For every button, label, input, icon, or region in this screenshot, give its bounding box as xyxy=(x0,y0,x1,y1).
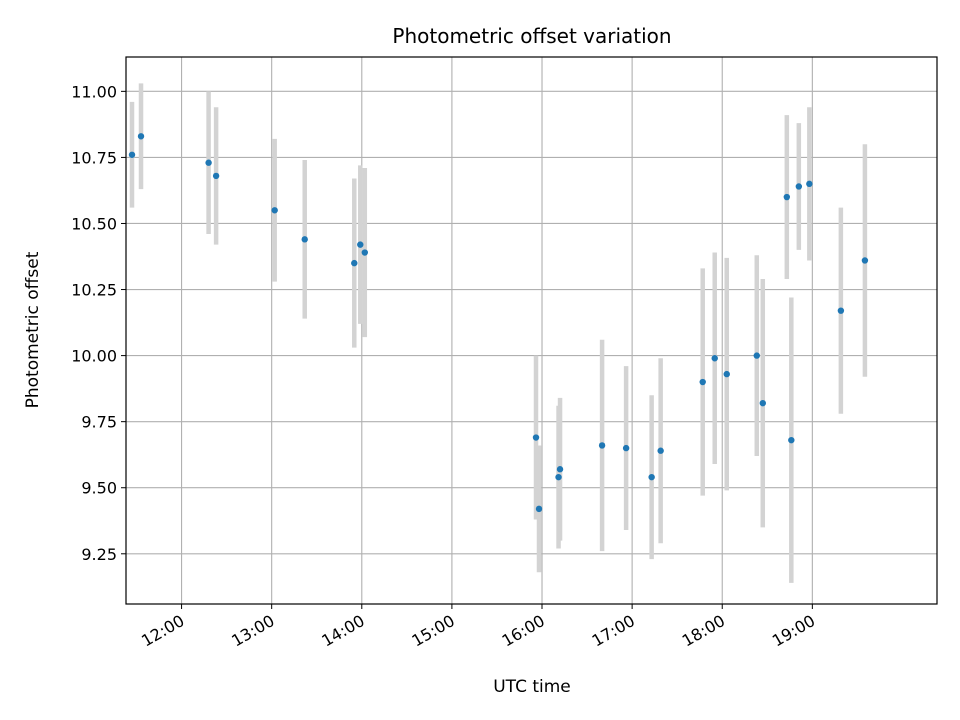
plot-area-frame xyxy=(125,56,938,605)
x-tick-label: 15:00 xyxy=(408,611,457,651)
data-point xyxy=(753,352,760,359)
data-point xyxy=(759,399,766,407)
x-axis-ticks: 12:00 13:00 14:00 15:00 16:00 17:00 18:00 19:00 xyxy=(138,604,818,651)
data-point xyxy=(648,473,655,481)
x-tick-label: 19:00 xyxy=(769,611,818,651)
data-point xyxy=(532,434,540,441)
error-bars xyxy=(129,83,868,583)
data-point xyxy=(795,183,803,190)
y-axis-label: Photometric offset xyxy=(23,251,43,408)
data-point xyxy=(657,447,664,454)
data-point xyxy=(556,466,564,473)
y-tick-label: 11.00 xyxy=(71,82,117,101)
y-tick-label: 10.00 xyxy=(71,347,117,366)
x-tick-label: 13:00 xyxy=(228,611,277,651)
data-point xyxy=(535,505,543,513)
grid xyxy=(126,57,937,604)
data-point xyxy=(212,172,220,180)
y-tick-label: 10.25 xyxy=(71,281,117,300)
x-axis-label: UTC time xyxy=(493,677,571,697)
y-tick-label: 10.75 xyxy=(71,148,117,167)
data-point xyxy=(806,180,813,188)
x-tick-label: 17:00 xyxy=(589,611,638,651)
y-tick-label: 9.25 xyxy=(81,545,117,564)
y-axis-ticks: 9.25 9.50 9.75 10.00 10.25 10.50 10.75 11.00 xyxy=(71,82,126,564)
data-points xyxy=(128,133,869,513)
data-point xyxy=(555,473,562,481)
data-point xyxy=(598,442,606,449)
data-point xyxy=(301,236,308,243)
data-point xyxy=(357,241,364,248)
data-point xyxy=(361,249,368,256)
data-point xyxy=(128,151,136,158)
data-point xyxy=(783,193,791,201)
data-point xyxy=(788,436,795,444)
x-tick-label: 12:00 xyxy=(138,611,187,651)
y-tick-label: 10.50 xyxy=(71,214,117,233)
data-point xyxy=(205,159,212,166)
chart-title: Photometric offset variation xyxy=(392,24,671,48)
data-point xyxy=(723,370,730,378)
y-tick-label: 9.75 xyxy=(81,413,117,432)
data-point xyxy=(861,257,869,264)
data-point xyxy=(271,207,278,214)
x-tick-label: 18:00 xyxy=(679,611,728,651)
data-point xyxy=(699,378,706,386)
data-point xyxy=(137,133,145,140)
data-point xyxy=(622,444,630,452)
x-tick-label: 16:00 xyxy=(499,611,548,651)
x-tick-label: 14:00 xyxy=(318,611,367,651)
data-point xyxy=(351,259,358,267)
data-point xyxy=(711,355,718,362)
data-point xyxy=(837,307,845,314)
y-tick-label: 9.50 xyxy=(81,479,117,498)
